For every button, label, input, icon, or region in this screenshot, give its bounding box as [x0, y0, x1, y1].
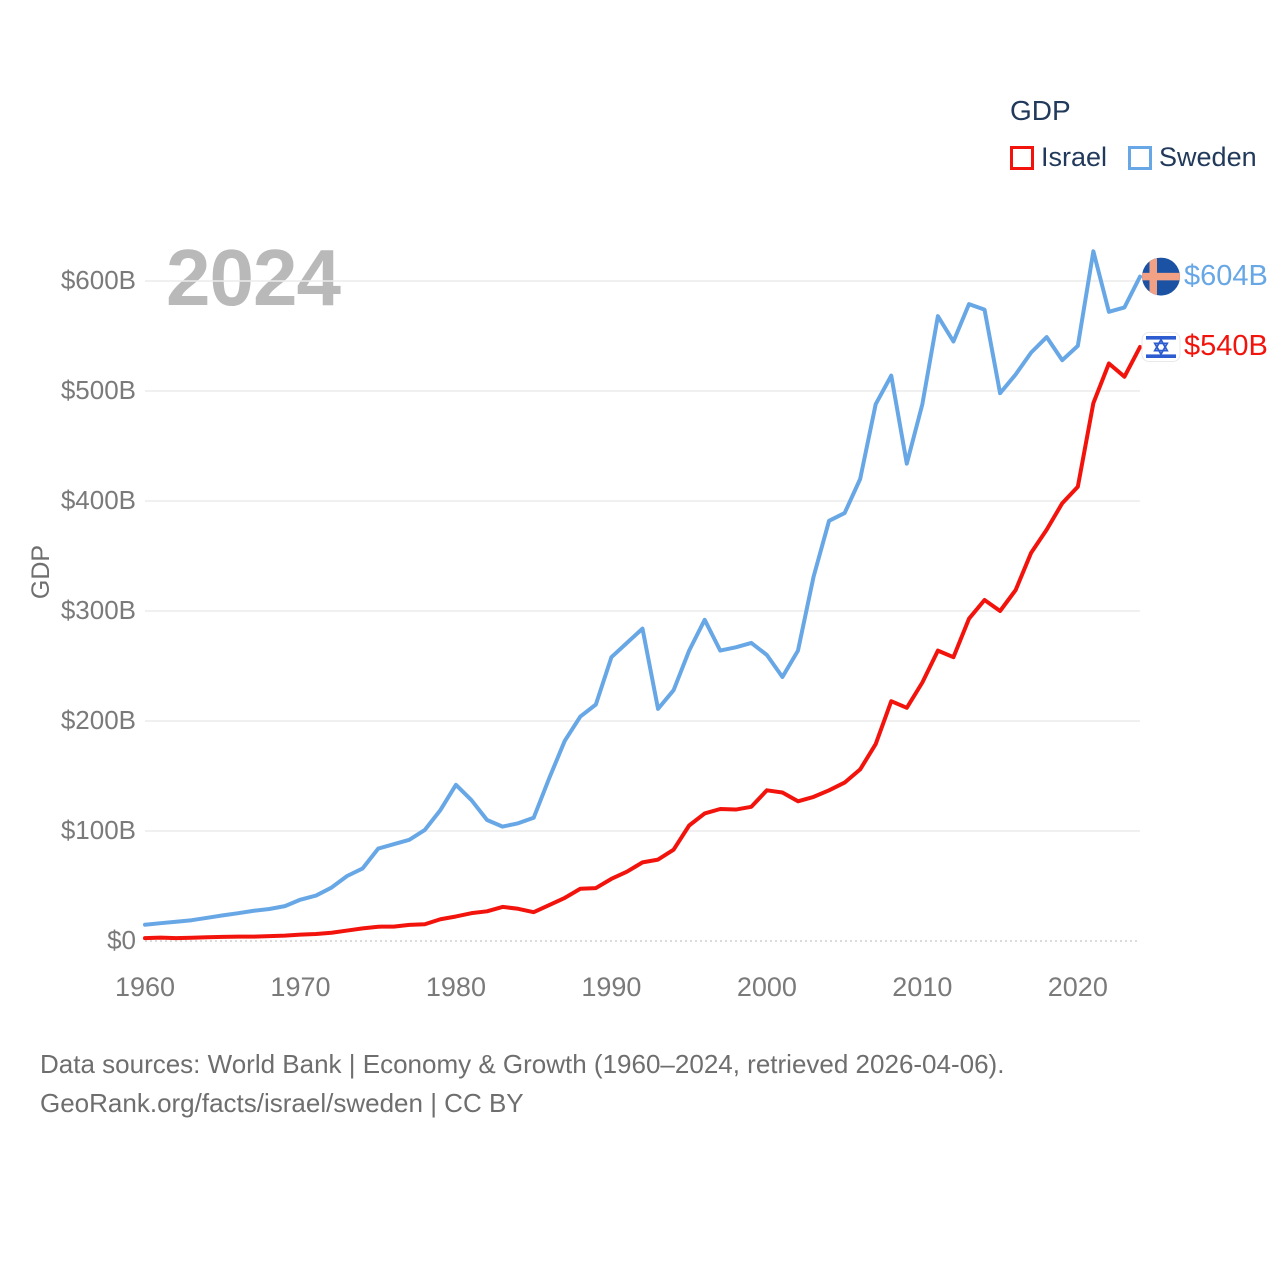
y-axis-title: GDP	[27, 544, 55, 600]
legend-swatch	[1010, 145, 1034, 170]
sweden-flag-icon	[1142, 257, 1180, 296]
x-tick-label: 1980	[425, 972, 486, 1002]
chart-legend: GDP Israel Sweden	[1010, 95, 1257, 173]
y-tick-label: $0	[107, 925, 136, 955]
legend-item-label: Sweden	[1159, 142, 1257, 172]
legend-items: Israel Sweden	[1010, 142, 1257, 173]
israel-line[interactable]	[143, 345, 1142, 941]
israel-flag-icon	[1141, 332, 1181, 362]
y-tick-label: $400B	[60, 485, 136, 515]
footer-attribution: GeoRank.org/facts/israel/sweden | CC BY	[40, 1088, 524, 1118]
legend-item-label: Israel	[1041, 142, 1108, 172]
sweden-value-label: $604B	[1184, 259, 1268, 292]
sweden-line[interactable]	[143, 249, 1142, 927]
y-tick-label: $300B	[60, 595, 136, 625]
y-tick-label: $200B	[60, 705, 136, 735]
legend-swatch	[1128, 145, 1153, 170]
footer: Data sources: World Bank | Economy & Gro…	[40, 1045, 1004, 1123]
watermark-year: 2024	[166, 233, 341, 322]
x-tick-label: 2000	[736, 972, 797, 1002]
y-tick-label: $600B	[60, 265, 136, 295]
y-tick-label: $100B	[60, 815, 136, 845]
x-tick-label: 1970	[270, 972, 331, 1002]
y-tick-label: $500B	[60, 375, 136, 405]
legend-item-israel[interactable]: Israel	[1010, 142, 1107, 173]
footer-data-sources: Data sources: World Bank | Economy & Gro…	[40, 1049, 1005, 1079]
x-tick-label: 1960	[114, 972, 176, 1002]
x-tick-label: 1990	[581, 972, 642, 1002]
legend-item-sweden[interactable]: Sweden	[1128, 142, 1257, 173]
legend-title: GDP	[1010, 95, 1071, 126]
x-tick-label: 2010	[892, 972, 953, 1002]
israel-value-label: $540B	[1184, 330, 1268, 362]
x-tick-label: 2020	[1047, 972, 1108, 1002]
